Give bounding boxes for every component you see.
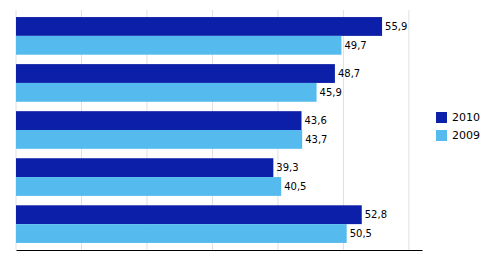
data-label: 50,5 bbox=[350, 228, 372, 239]
plot: 55,9 48,7 43,6 39,3 52,8 49,7 45,9 43,7 40,5 50,5 bbox=[16, 10, 423, 251]
legend-swatch bbox=[436, 112, 447, 123]
bar bbox=[16, 64, 335, 83]
bar bbox=[16, 17, 382, 36]
data-label: 40,5 bbox=[284, 181, 306, 192]
x-axis bbox=[17, 250, 423, 252]
bar bbox=[16, 177, 281, 196]
data-label: 43,6 bbox=[305, 115, 327, 126]
data-label: 49,7 bbox=[344, 40, 366, 51]
grid-line bbox=[408, 10, 409, 250]
grid bbox=[16, 10, 409, 250]
bar bbox=[16, 205, 362, 224]
bar bbox=[16, 111, 302, 130]
legend: 2010 2009 bbox=[436, 111, 480, 142]
data-labels: 55,9 48,7 43,6 39,3 52,8 49,7 45,9 43,7 40,5 50,5 bbox=[276, 21, 407, 239]
bar bbox=[16, 130, 302, 149]
chart: 55,9 48,7 43,6 39,3 52,8 49,7 45,9 43,7 40,5 50,5… bbox=[0, 0, 492, 266]
data-label: 39,3 bbox=[276, 162, 298, 173]
data-label: 55,9 bbox=[385, 21, 407, 32]
legend-label: 2010 bbox=[452, 111, 480, 124]
legend-label: 2009 bbox=[452, 129, 480, 142]
bar bbox=[16, 83, 317, 102]
bar bbox=[16, 158, 273, 177]
data-label: 48,7 bbox=[338, 68, 360, 79]
legend-item: 2009 bbox=[436, 129, 480, 142]
data-label: 43,7 bbox=[305, 134, 327, 145]
axis-line bbox=[17, 250, 423, 251]
bars bbox=[16, 17, 382, 243]
data-label: 45,9 bbox=[320, 87, 342, 98]
legend-swatch bbox=[436, 130, 447, 141]
data-label: 52,8 bbox=[365, 209, 387, 220]
bar bbox=[16, 224, 347, 243]
bar bbox=[16, 36, 341, 55]
legend-item: 2010 bbox=[436, 111, 480, 124]
